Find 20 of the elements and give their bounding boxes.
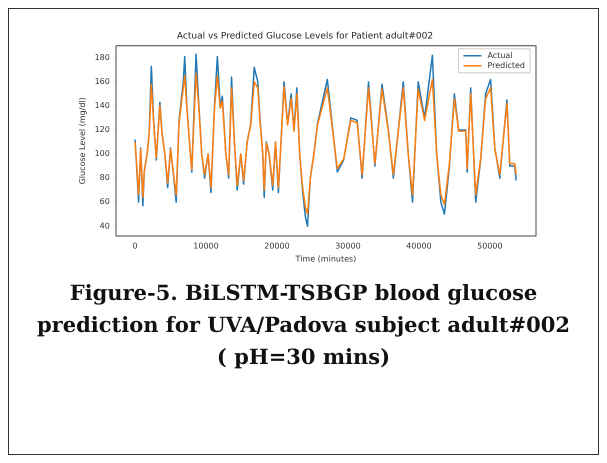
x-axis-title: Time (minutes) bbox=[294, 254, 356, 264]
legend-label: Predicted bbox=[487, 60, 526, 70]
x-tick-label: 40000 bbox=[406, 242, 432, 251]
y-tick-label: 100 bbox=[94, 149, 110, 158]
chart-title: Actual vs Predicted Glucose Levels for Patient adult#002 bbox=[176, 32, 434, 42]
x-tick-label: 30000 bbox=[335, 242, 361, 251]
y-tick-label: 160 bbox=[94, 76, 110, 86]
x-tick-label: 20000 bbox=[264, 242, 290, 251]
y-tick-label: 120 bbox=[94, 125, 110, 134]
y-tick-label: 80 bbox=[100, 173, 110, 182]
y-axis-title: Glucose Level (mg/dl) bbox=[78, 97, 87, 184]
x-tick-label: 50000 bbox=[477, 242, 503, 251]
x-tick-label: 10000 bbox=[193, 242, 219, 251]
legend-label: Actual bbox=[487, 50, 513, 60]
y-tick-label: 60 bbox=[100, 197, 110, 206]
text: Figure-5. BiLSTM-TSBGP blood glucose prediction for UVA/Padova subject adult#002 ( pH=30 mins) bbox=[36, 279, 572, 371]
y-tick-label: 140 bbox=[94, 101, 110, 110]
x-tick-label: 0 bbox=[132, 242, 138, 251]
y-tick-label: 40 bbox=[100, 221, 110, 230]
y-tick-label: 180 bbox=[94, 52, 110, 62]
